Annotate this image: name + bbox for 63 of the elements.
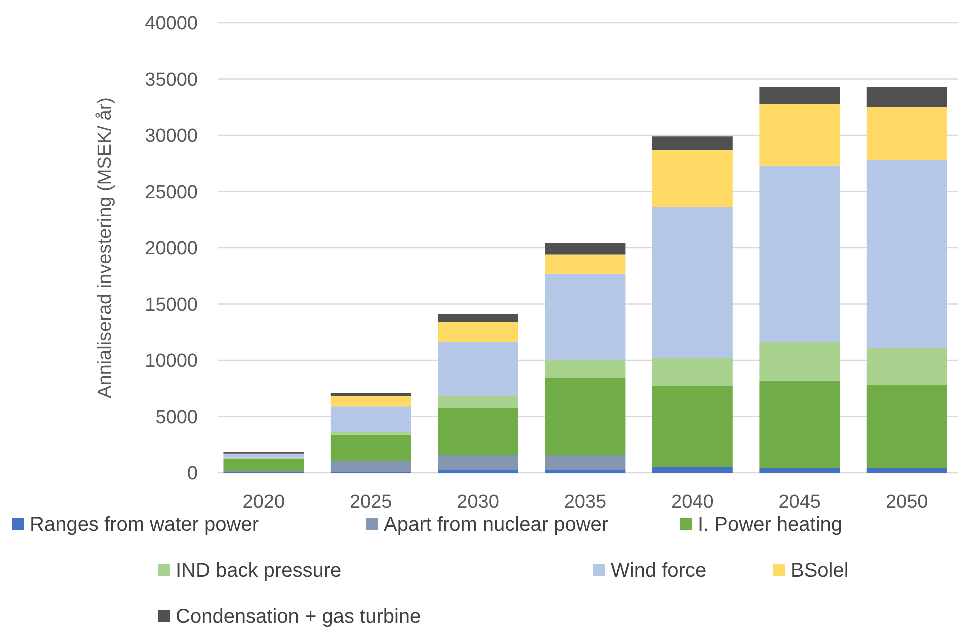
x-tick-label: 2040 — [672, 492, 714, 513]
bar — [652, 386, 733, 468]
bar — [652, 467, 733, 473]
y-tick-label: 25000 — [145, 182, 198, 204]
x-tick-label: 2050 — [886, 492, 928, 513]
x-tick-label: 2025 — [350, 492, 392, 513]
bar — [438, 396, 519, 408]
bar — [330, 393, 412, 396]
bar — [652, 150, 733, 208]
bar — [545, 274, 626, 360]
bar — [545, 470, 626, 473]
bar — [760, 380, 840, 468]
y-tick-label: 5000 — [156, 407, 198, 428]
bar — [652, 358, 733, 386]
bar — [652, 136, 733, 150]
y-tick-label: 0 — [187, 464, 198, 485]
bar — [438, 470, 519, 473]
y-axis-title: Annialiserad investering (MSEK/ år) — [95, 98, 116, 398]
legend-label: Ranges from water power — [30, 514, 260, 536]
bar — [866, 160, 948, 348]
y-tick-label: 40000 — [145, 14, 198, 35]
bar — [866, 87, 948, 108]
y-tick-label: 20000 — [145, 238, 198, 260]
y-tick-label: 15000 — [145, 294, 198, 316]
bar — [438, 342, 519, 396]
bar — [652, 208, 733, 358]
bar — [545, 254, 626, 274]
bar — [866, 107, 948, 160]
bar — [438, 322, 519, 342]
bar — [224, 454, 304, 458]
bar — [866, 348, 948, 386]
bar — [545, 455, 626, 470]
bar — [330, 461, 412, 472]
y-tick-label: 35000 — [145, 70, 198, 91]
bar — [438, 314, 519, 322]
legend-label: IND back pressure — [176, 560, 342, 582]
x-tick-label: 2020 — [242, 492, 286, 513]
legend-label: Wind force — [611, 560, 707, 582]
legend-label: I. Power heating — [698, 514, 843, 536]
legend-label: Apart from nuclear power — [384, 514, 609, 536]
bar — [224, 458, 304, 472]
bar — [330, 406, 412, 432]
x-tick-label: 2045 — [778, 492, 822, 513]
bar — [866, 468, 948, 473]
y-tick-label: 10000 — [145, 351, 198, 372]
y-tick-label: 30000 — [145, 126, 198, 148]
bar — [330, 396, 412, 407]
x-tick-label: 2035 — [564, 492, 607, 513]
bar — [760, 468, 840, 473]
legend-label: Condensation + gas turbine — [176, 606, 422, 628]
bar — [438, 408, 519, 455]
bar — [438, 455, 519, 470]
bar — [760, 104, 840, 166]
bar — [545, 378, 626, 455]
bar — [330, 434, 412, 462]
bar — [545, 360, 626, 378]
x-tick-label: 2030 — [457, 492, 500, 513]
bar — [760, 87, 840, 104]
bar — [760, 166, 840, 342]
bar — [545, 244, 626, 255]
bar — [760, 342, 840, 381]
bar — [866, 385, 948, 468]
legend-label: BSolel — [791, 560, 849, 582]
